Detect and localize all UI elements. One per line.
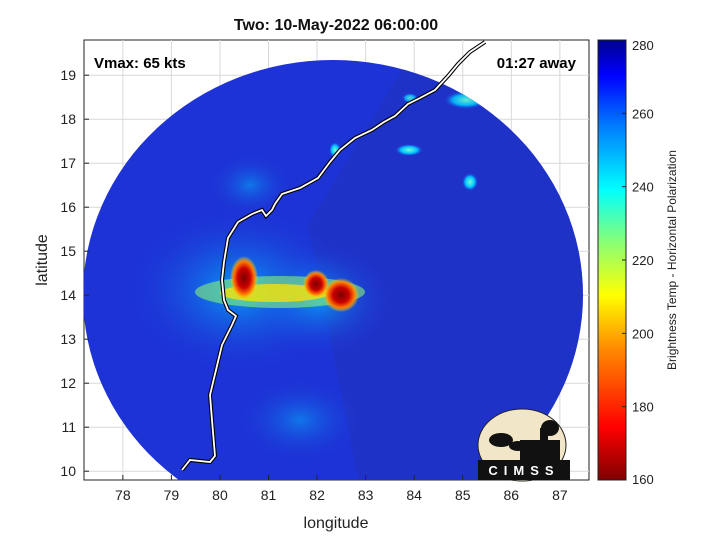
x-tick-label: 82 xyxy=(309,487,325,503)
y-axis: 10 11 12 13 14 15 16 17 18 19 xyxy=(60,67,89,479)
y-tick-label: 10 xyxy=(60,463,76,479)
y-tick-label: 16 xyxy=(60,199,76,215)
y-tick-label: 12 xyxy=(60,375,76,391)
coastline xyxy=(181,41,486,471)
x-tick-label: 81 xyxy=(261,487,277,503)
x-tick-label: 80 xyxy=(212,487,228,503)
x-axis-label: longitude xyxy=(304,515,369,532)
y-tick-label: 14 xyxy=(60,287,76,303)
x-tick-label: 78 xyxy=(115,487,131,503)
colorbar xyxy=(597,39,627,481)
colorbar-label: Brightness Temp - Horizontal Polarizatio… xyxy=(665,150,679,370)
y-tick-label: 17 xyxy=(60,155,76,171)
x-tick-label: 79 xyxy=(164,487,180,503)
y-tick-label: 18 xyxy=(60,111,76,127)
cimss-logo: CIMSS xyxy=(477,408,570,482)
x-tick-label: 86 xyxy=(504,487,520,503)
colorbar-tick-label: 160 xyxy=(632,472,654,487)
chart-title: Two: 10-May-2022 06:00:00 xyxy=(234,17,438,34)
x-tick-label: 84 xyxy=(406,487,422,503)
vmax-label: Vmax: 65 kts xyxy=(94,55,186,72)
colorbar-tick-label: 260 xyxy=(632,106,654,121)
x-tick-label: 87 xyxy=(552,487,568,503)
colorbar-tick-label: 220 xyxy=(632,253,654,268)
y-tick-label: 15 xyxy=(60,243,76,259)
time-away-label: 01:27 away xyxy=(497,55,577,72)
y-tick-label: 19 xyxy=(60,67,76,83)
y-tick-label: 13 xyxy=(60,331,76,347)
colorbar-tick-label: 180 xyxy=(632,400,654,415)
colorbar-tick-label: 200 xyxy=(632,326,654,341)
colorbar-ticks: 160 180 200 220 240 260 280 xyxy=(622,38,654,487)
colorbar-tick-label: 280 xyxy=(632,38,654,53)
x-tick-label: 85 xyxy=(455,487,471,503)
cimss-logo-text: CIMSS xyxy=(488,463,559,478)
swath-image xyxy=(84,40,583,480)
colorbar-tick-label: 240 xyxy=(632,180,654,195)
x-tick-label: 83 xyxy=(358,487,374,503)
y-axis-label: latitude xyxy=(34,234,51,286)
y-tick-label: 11 xyxy=(61,419,76,435)
